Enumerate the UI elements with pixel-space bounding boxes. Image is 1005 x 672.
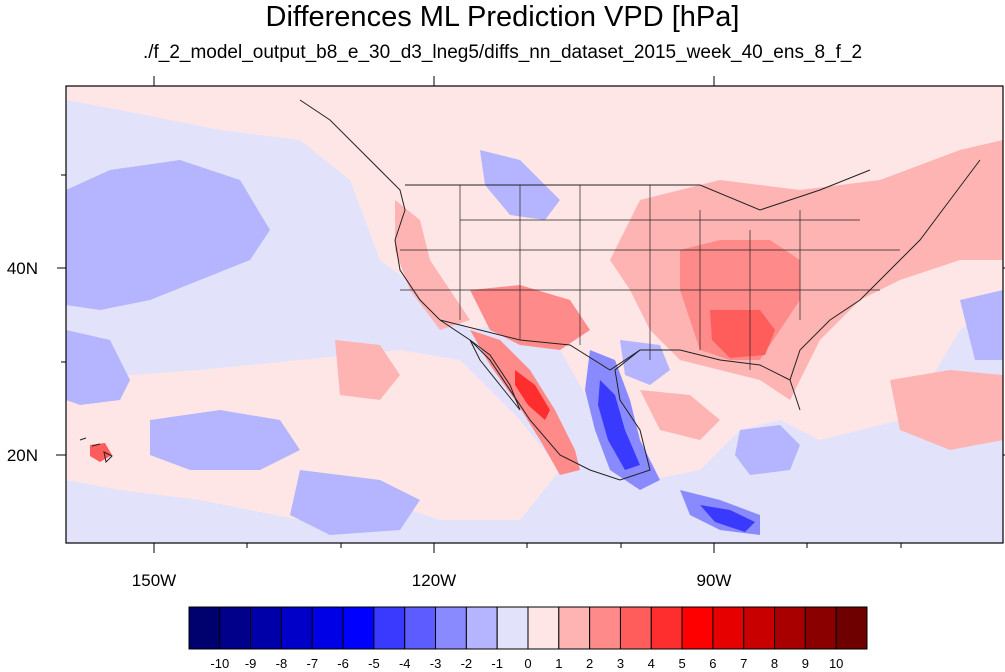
colorbar-tick-label: 1 — [555, 656, 563, 671]
lon-label-150w: 150W — [131, 571, 177, 590]
colorbar-tick-label: 9 — [801, 656, 809, 671]
colorbar-tick-label: -7 — [306, 656, 319, 671]
colorbar-swatch — [280, 606, 313, 650]
plot-frame — [65, 85, 1004, 544]
colorbar-swatch — [681, 606, 714, 650]
strong-negative-mexico-east — [598, 380, 640, 470]
strong-positive-mexico-west — [515, 370, 550, 420]
colorbar-swatch — [558, 606, 591, 650]
coastline-outline — [79, 99, 981, 481]
us-mexico-border — [439, 319, 641, 371]
colorbar-tick-label: 3 — [616, 656, 625, 671]
map-title: Differences ML Prediction VPD [hPa] — [265, 1, 740, 33]
colorbar-swatch — [342, 606, 375, 650]
near-zero-region-ocean — [66, 350, 560, 520]
colorbar-swatch — [435, 606, 467, 650]
colorbar-swatch — [835, 606, 868, 650]
lon-label-120w: 120W — [411, 571, 457, 590]
colorbar-swatch — [373, 606, 406, 650]
colorbar-swatch — [619, 606, 652, 650]
colorbar-tick-label: 6 — [709, 656, 717, 671]
colorbar-tick-label: -2 — [460, 656, 473, 671]
hawaii-outline — [79, 437, 113, 464]
map-subtitle: ./f_2_model_output_b8_e_30_d3_lneg5/diff… — [142, 42, 863, 63]
colorbar-swatch — [496, 606, 529, 650]
colorbar-tick-label: 4 — [647, 656, 655, 671]
negative-patch-pacific-south — [150, 410, 300, 470]
colorbar-swatch — [311, 606, 344, 650]
us-canada-border — [405, 169, 871, 211]
lat-label-20n: 20N — [6, 446, 38, 465]
negative-patch-gulf — [620, 340, 670, 385]
colorbar-swatch — [743, 606, 776, 650]
colorbar-tick-label: -8 — [275, 656, 288, 671]
positive-patch-west-coast — [395, 200, 470, 330]
colorbar-swatch — [404, 606, 437, 650]
map-plot — [56, 76, 1005, 553]
colorbar-tick-label: 2 — [586, 656, 594, 671]
colorbar-tick-label: -4 — [398, 656, 411, 671]
strong-negative-central-america — [700, 505, 755, 532]
tick-marks — [56, 76, 1005, 553]
colorbar-tick-label: 10 — [828, 656, 844, 671]
field-shading — [66, 86, 1003, 535]
colorbar-swatch — [188, 606, 221, 650]
strong-positive-southeast — [710, 310, 775, 358]
colorbar-swatch — [804, 606, 837, 650]
colorbar-swatch — [774, 606, 806, 650]
north-america-coast — [299, 99, 981, 481]
positive-patch-southwest — [470, 285, 590, 350]
colorbar-tick-label: 5 — [678, 656, 686, 671]
colorbar-swatch — [650, 606, 683, 650]
positive-patch-pacific-east — [335, 340, 400, 400]
colorbar-tick-label: -9 — [244, 656, 257, 671]
colorbar-tick-label: -3 — [429, 656, 442, 671]
colorbar-tick-label: -5 — [368, 656, 380, 671]
colorbar-swatch — [527, 606, 560, 650]
lat-label-40n: 40N — [6, 259, 38, 278]
state-lines — [400, 185, 900, 370]
positive-patch-atlantic-south — [890, 370, 1003, 450]
negative-patch-pacific-north — [66, 160, 270, 310]
negative-patch-sw — [290, 470, 420, 535]
colorbar-tick-label: 8 — [770, 656, 779, 671]
colorbar-swatch — [465, 606, 498, 650]
lon-label-90w: 90W — [696, 571, 732, 590]
negative-patch-caribbean — [735, 425, 800, 475]
colorbar-tick-label: -1 — [491, 656, 503, 671]
colorbar-swatch — [219, 606, 252, 650]
positive-patch-hawaii — [90, 443, 112, 462]
colorbar-swatch — [712, 606, 745, 650]
colorbar-swatch — [250, 606, 282, 650]
positive-patch-gulf-coast — [640, 390, 720, 440]
colorbar-tick-label: 0 — [524, 656, 532, 671]
negative-patch-pacific-mid — [66, 330, 130, 405]
colorbar — [188, 606, 868, 650]
colorbar-tick-label: -6 — [337, 656, 349, 671]
colorbar-tick-label: -10 — [210, 656, 230, 671]
colorbar-tick-label: 7 — [740, 656, 748, 671]
gulf-of-california — [469, 339, 521, 411]
negative-patch-atlantic — [960, 290, 1003, 360]
colorbar-swatch — [589, 606, 621, 650]
